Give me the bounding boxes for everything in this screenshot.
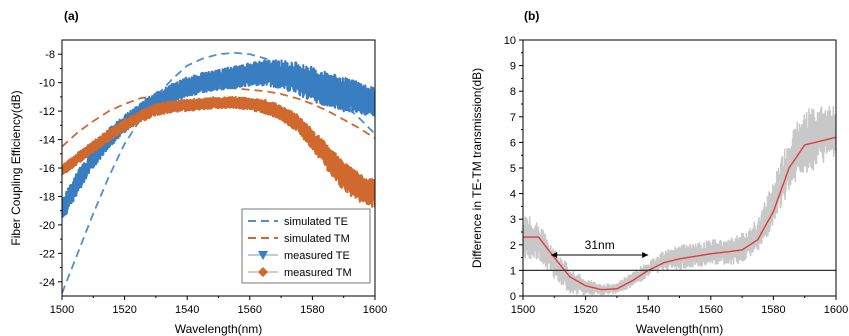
y-tick-label-1-b: 1	[510, 265, 516, 277]
legend-label-measured-te: measured TE	[284, 250, 350, 262]
x-tick-label-1600-b: 1600	[824, 304, 848, 316]
x-tick-label-1500-a: 1500	[50, 304, 74, 316]
y-tick-label--14-a: -14	[39, 135, 55, 147]
y-tick-label-2-b: 2	[510, 240, 516, 252]
y-tick-label--20-a: -20	[39, 220, 55, 232]
y-tick-label-5-b: 5	[510, 163, 516, 175]
legend-label-measured-tm: measured TM	[284, 267, 352, 279]
y-tick-label-3-b: 3	[510, 214, 516, 226]
panel-a: (a) 1500 1520 1540 1560 1580 1600 -24 -22 -20 -18…	[9, 9, 387, 336]
legend-label-simulated-tm: simulated TM	[284, 233, 350, 245]
y-axis-label-b: Difference in TE-TM transmission(dB)	[470, 68, 484, 268]
x-tick-label-1520-b: 1520	[573, 304, 597, 316]
y-tick-label-8-b: 8	[510, 86, 516, 98]
legend-marker-diamond	[258, 267, 268, 277]
y-axis-label-a: Fiber Coupling Efficiency(dB)	[9, 90, 23, 245]
plot-series-b	[523, 106, 836, 296]
x-tick-label-1600-a: 1600	[363, 304, 387, 316]
x-axis-label-b: Wavelength(nm)	[636, 322, 724, 336]
x-tick-label-1560-a: 1560	[238, 304, 262, 316]
x-tick-label-1560-b: 1560	[699, 304, 723, 316]
legend-marker-triangle	[258, 251, 268, 260]
x-tick-label-1580-b: 1580	[761, 304, 785, 316]
y-tick-label--24-a: -24	[39, 277, 55, 289]
panel-label-b: (b)	[524, 9, 539, 23]
series-line-series-1-b	[523, 136, 836, 291]
y-tick-label--8-a: -8	[45, 49, 55, 61]
y-tick-label--10-a: -10	[39, 78, 55, 90]
span-annotation-label: 31nm	[585, 238, 615, 252]
x-tick-label-1540-a: 1540	[175, 304, 199, 316]
y-tick-label--16-a: -16	[39, 163, 55, 175]
x-tick-label-1520-a: 1520	[112, 304, 136, 316]
x-tick-label-1540-b: 1540	[636, 304, 660, 316]
legend-label-simulated-te: simulated TE	[284, 216, 348, 228]
y-tick-label-10-b: 10	[504, 35, 516, 47]
panel-a-plot-area: 1500 1520 1540 1560 1580 1600 -24 -22 -20 -18 -16 -…	[39, 39, 387, 316]
panel-b-plot-area: 1500 1520 1540 1560 1580 1600 0 1 2 3 4 5 6 7 8 9 10	[504, 35, 848, 316]
y-tick-label--12-a: -12	[39, 106, 55, 118]
series-band-measured-tm	[62, 95, 375, 208]
span-arrow-head-left	[551, 252, 558, 259]
y-tick-label--18-a: -18	[39, 191, 55, 203]
y-tick-label-9-b: 9	[510, 61, 516, 73]
y-tick-label-6-b: 6	[510, 137, 516, 149]
series-band-series-0	[523, 106, 836, 296]
y-tick-label-4-b: 4	[510, 189, 516, 201]
y-tick-label-0-b: 0	[510, 291, 516, 303]
y-tick-label-7-b: 7	[510, 112, 516, 124]
series-measured-tm-a	[62, 95, 375, 208]
panel-label-a: (a)	[64, 9, 79, 23]
legend-a: simulated TE simulated TM measured TE measu…	[241, 208, 371, 284]
x-axis-label-a: Wavelength(nm)	[175, 322, 263, 336]
x-tick-label-1500-b: 1500	[511, 304, 535, 316]
plot-series-a	[62, 51, 375, 294]
panel-b: (b) 1500 1520 1540 1560 1580 1600 0 1 2 3 4 5 6 7 8 9 10…	[470, 9, 848, 336]
y-tick-label--22-a: -22	[39, 248, 55, 260]
series-series-0-b	[523, 106, 836, 296]
x-tick-label-1580-a: 1580	[300, 304, 324, 316]
span-arrow-head-right	[642, 252, 649, 259]
